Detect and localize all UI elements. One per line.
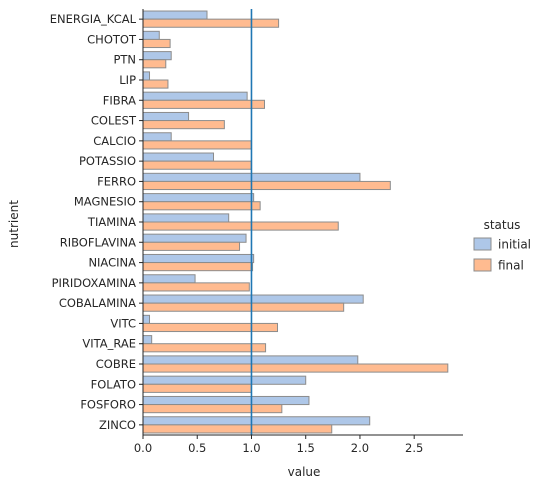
bar-final-niacina (142, 262, 254, 272)
x-tick-label: 0.0 (134, 441, 152, 455)
bar-final-folato (142, 383, 252, 393)
bar-initial-fibra (142, 91, 248, 101)
y-tick-label: TIAMINA (87, 215, 136, 229)
x-tick-label: 2.0 (351, 441, 369, 455)
y-tick-labels: ENERGIA_KCAL CHOTOT PTN LIP FIBRA COLEST CALCI… (50, 12, 137, 432)
x-tick-label: 2.5 (405, 441, 423, 455)
legend-label-final: final (498, 259, 524, 273)
bar-initial-zinco (142, 416, 371, 426)
y-axis-title: nutrient (7, 200, 21, 248)
bar-final-zinco (142, 424, 333, 434)
bar-final-piridoxamina (142, 282, 250, 292)
bar-final-energia-kcal (142, 18, 280, 28)
y-tick-label: PTN (113, 53, 136, 67)
bar-final-riboflavina (142, 241, 241, 251)
bar-final-tiamina (142, 221, 339, 231)
x-tick-label: 1.5 (297, 441, 315, 455)
bar-initial-vita-rae (142, 335, 153, 345)
x-axis-title: value (288, 465, 321, 479)
bar-initial-lip (142, 71, 151, 81)
bar-final-vita-rae (142, 343, 267, 353)
bar-final-calcio (142, 140, 252, 150)
bar-initial-chotot (142, 30, 160, 40)
x-tick-label: 1.0 (242, 441, 260, 455)
bar-final-potassio (142, 160, 252, 170)
y-tick-label: COBALAMINA (59, 296, 136, 310)
y-tick-label: COLEST (91, 114, 137, 128)
bar-initial-niacina (142, 253, 255, 264)
legend-swatch-final (473, 258, 492, 272)
y-tick-label: NIACINA (88, 256, 136, 270)
bar-final-cobre (142, 363, 449, 373)
legend-swatch-initial (473, 237, 492, 251)
bar-final-vitc (142, 322, 279, 333)
y-tick-label: FIBRA (103, 93, 136, 107)
y-tick-label: FERRO (97, 174, 136, 188)
y-tick-label: CALCIO (93, 134, 136, 148)
bar-initial-energia-kcal (142, 10, 208, 20)
bar-final-colest (142, 120, 225, 130)
x-tick-label: 0.5 (188, 441, 206, 455)
bar-final-lip (142, 79, 169, 89)
y-tick-label: ZINCO (99, 418, 136, 432)
y-tick-label: VITC (110, 316, 136, 330)
bar-initial-cobalamina (142, 294, 364, 304)
bar-initial-potassio (142, 152, 215, 162)
y-tick-label: LIP (119, 73, 136, 87)
bar-initial-calcio (142, 132, 172, 142)
y-tick-label: RIBOFLAVINA (60, 235, 136, 249)
bar-initial-colest (142, 111, 190, 122)
y-tick-label: VITA_RAE (82, 337, 136, 351)
y-tick-label: MAGNESIO (74, 195, 136, 209)
bar-final-ptn (142, 59, 167, 69)
bar-initial-riboflavina (142, 233, 247, 243)
y-tick-label: FOSFORO (80, 398, 136, 412)
bar-final-cobalamina (142, 302, 345, 312)
bar-initial-ptn (142, 51, 172, 61)
legend-title: status (484, 218, 521, 232)
bar-final-fibra (142, 99, 265, 109)
y-tick-label: ENERGIA_KCAL (50, 12, 137, 26)
axes-layer (139, 9, 463, 439)
legend-items: initial final (473, 237, 531, 273)
bar-initial-piridoxamina (142, 274, 196, 284)
bar-initial-magnesio (142, 193, 255, 203)
bars-layer (142, 10, 449, 434)
bar-final-ferro (142, 180, 391, 191)
y-tick-label: CHOTOT (87, 32, 137, 46)
bar-initial-cobre (142, 355, 359, 365)
y-tick-label: POTASSIO (79, 154, 136, 168)
bar-initial-folato (142, 375, 307, 385)
bar-initial-tiamina (142, 213, 230, 223)
bar-final-fosforo (142, 404, 283, 414)
legend: status initial final (473, 218, 531, 273)
bar-initial-vitc (142, 314, 151, 324)
y-tick-label: FOLATO (91, 377, 136, 391)
bar-final-chotot (142, 38, 171, 49)
legend-label-initial: initial (498, 238, 531, 252)
bar-initial-fosforo (142, 395, 310, 406)
x-tick-labels: 0.0 0.5 1.0 1.5 2.0 2.5 (134, 441, 423, 455)
y-tick-label: PIRIDOXAMINA (52, 276, 137, 290)
bar-final-magnesio (142, 201, 261, 211)
y-tick-label: COBRE (96, 357, 136, 371)
